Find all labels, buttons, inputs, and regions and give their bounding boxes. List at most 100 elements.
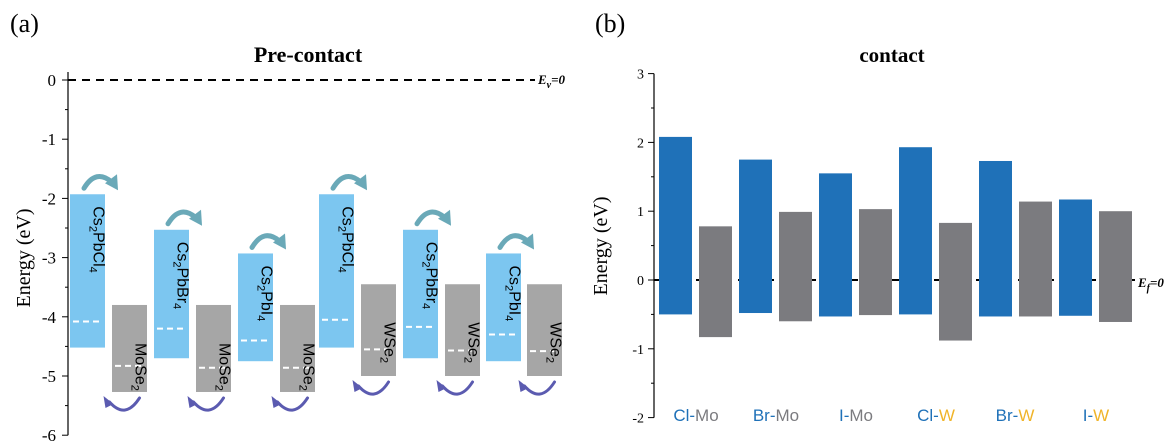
tmd-band-bar bbox=[939, 222, 972, 341]
panel-a-y-tick-label: 0 bbox=[48, 71, 57, 90]
panel-b-y-tick-label: -1 bbox=[632, 343, 644, 358]
panel-b-axes: 3 2 1 0 -1 -2 bbox=[632, 68, 1135, 427]
tmd-band-bar bbox=[699, 226, 732, 338]
hole-transfer-arrow bbox=[441, 380, 474, 396]
compound-label: WSe2 bbox=[544, 322, 564, 363]
subscript: 2 bbox=[462, 357, 474, 363]
arrow-head bbox=[521, 233, 534, 250]
hole-transfer-arrow bbox=[523, 380, 556, 396]
category-tmd: Mo bbox=[776, 406, 800, 425]
formula-part: MoSe bbox=[300, 343, 317, 385]
subscript: 2 bbox=[336, 226, 348, 232]
panel-b-reference-label: Ef=0 bbox=[1137, 275, 1164, 294]
subscript: 2 bbox=[503, 285, 515, 291]
category-halide: Br bbox=[996, 406, 1013, 425]
perovskite-bar bbox=[238, 253, 273, 362]
arrow-head bbox=[436, 380, 447, 392]
arrow-head bbox=[271, 395, 282, 408]
subscript: 2 bbox=[87, 226, 99, 232]
category-label: Cl-W bbox=[917, 406, 955, 425]
subscript: 2 bbox=[171, 261, 183, 267]
category-tmd: W bbox=[939, 406, 955, 425]
tmd-band-bar bbox=[859, 209, 892, 316]
subscript: 2 bbox=[213, 385, 225, 391]
panel-b-y-tick-label: 0 bbox=[637, 274, 644, 289]
arrow-head bbox=[189, 209, 202, 226]
formula-part: MoSe bbox=[216, 343, 233, 385]
hole-transfer-arrow bbox=[108, 396, 141, 412]
compound-label: MoSe2 bbox=[213, 343, 233, 391]
formula-part: Cs bbox=[339, 206, 356, 226]
tmd-bar bbox=[445, 284, 480, 376]
tmd-band-bar bbox=[779, 211, 812, 322]
arrow-head bbox=[105, 174, 118, 191]
category-halide: Cl bbox=[917, 406, 933, 425]
perovskite-bar bbox=[319, 194, 354, 348]
category-tmd: W bbox=[1018, 406, 1034, 425]
tmd-band-bar bbox=[1099, 211, 1132, 322]
panel-b-y-tick-label: 3 bbox=[637, 68, 644, 83]
panel-a-bars: Cs2PbCl4MoSe2Cs2PbBr4MoSe2Cs2PbI4MoSe2Cs… bbox=[70, 174, 564, 412]
category-label: Br-Mo bbox=[753, 406, 799, 425]
perovskite-band-bar bbox=[899, 147, 932, 315]
panel-a-y-tick-label: -6 bbox=[42, 426, 56, 441]
compound-label: WSe2 bbox=[462, 322, 482, 363]
perovskite-band-bar bbox=[659, 136, 692, 315]
category-halide: I bbox=[1083, 406, 1088, 425]
panel-b-y-axis-label: Energy (eV) bbox=[590, 196, 612, 295]
arrow-head bbox=[103, 395, 114, 408]
formula-part: PbCl bbox=[339, 232, 356, 267]
hole-transfer-arrow bbox=[192, 396, 225, 412]
formula-part: Cs bbox=[90, 206, 107, 226]
compound-label: WSe2 bbox=[378, 322, 398, 363]
category-label: Br-W bbox=[996, 406, 1035, 425]
perovskite-band-bar bbox=[1059, 199, 1092, 316]
tmd-bar bbox=[196, 304, 231, 392]
panel-a-y-tick-label: -4 bbox=[42, 308, 57, 327]
formula-part: WSe bbox=[381, 322, 398, 357]
formula-part: PbBr bbox=[423, 267, 440, 303]
formula-part: Cs bbox=[506, 265, 523, 285]
panel-a-y-tick-label: -3 bbox=[42, 249, 56, 268]
panel-a-y-tick-label: -5 bbox=[42, 367, 56, 386]
tmd-bar bbox=[361, 284, 396, 376]
category-halide: Br bbox=[753, 406, 770, 425]
compound-label: Cs2PbI4 bbox=[503, 265, 523, 321]
arrow-head bbox=[438, 209, 451, 226]
panel-a-y-axis-label: Energy (eV) bbox=[13, 208, 35, 307]
compound-label: MoSe2 bbox=[297, 343, 317, 391]
tmd-band-bar bbox=[1019, 201, 1052, 317]
hole-transfer-arrow bbox=[276, 396, 309, 412]
formula-part: WSe bbox=[547, 322, 564, 357]
formula-part: WSe bbox=[465, 322, 482, 357]
panel-b-y-tick-label: 1 bbox=[637, 205, 644, 220]
panel-b-label: (b) bbox=[595, 9, 625, 38]
panel-b-title: contact bbox=[859, 43, 924, 67]
arrow-head bbox=[518, 380, 529, 392]
category-separator: - bbox=[933, 406, 939, 425]
category-tmd: W bbox=[1093, 406, 1109, 425]
panel-a-reference-label: Ev=0 bbox=[537, 72, 566, 91]
panel-a-title: Pre-contact bbox=[254, 42, 363, 67]
formula-part: Cs bbox=[258, 265, 275, 285]
category-separator: - bbox=[689, 406, 695, 425]
panel-a-axes: 0 -1 -2 -3 -4 -5 -6 bbox=[42, 71, 535, 441]
category-tmd: Mo bbox=[849, 406, 873, 425]
subscript: 4 bbox=[336, 267, 348, 273]
compound-label: Cs2PbBr4 bbox=[171, 242, 191, 309]
formula-part: PbI bbox=[506, 291, 523, 315]
compound-label: Cs2PbI4 bbox=[255, 265, 275, 321]
compound-label: Cs2PbCl4 bbox=[336, 206, 356, 272]
tmd-bar bbox=[112, 304, 147, 392]
arrow-head bbox=[273, 233, 286, 250]
subscript: 2 bbox=[378, 357, 390, 363]
subscript: 4 bbox=[87, 267, 99, 273]
perovskite-band-bar bbox=[979, 160, 1012, 317]
tmd-bar bbox=[527, 284, 562, 376]
subscript: 4 bbox=[420, 303, 432, 309]
category-label: I-Mo bbox=[839, 406, 873, 425]
panel-a-y-tick-label: -1 bbox=[42, 130, 56, 149]
compound-label: MoSe2 bbox=[129, 343, 149, 391]
subscript: 2 bbox=[129, 385, 141, 391]
formula-part: Cs bbox=[174, 242, 191, 262]
